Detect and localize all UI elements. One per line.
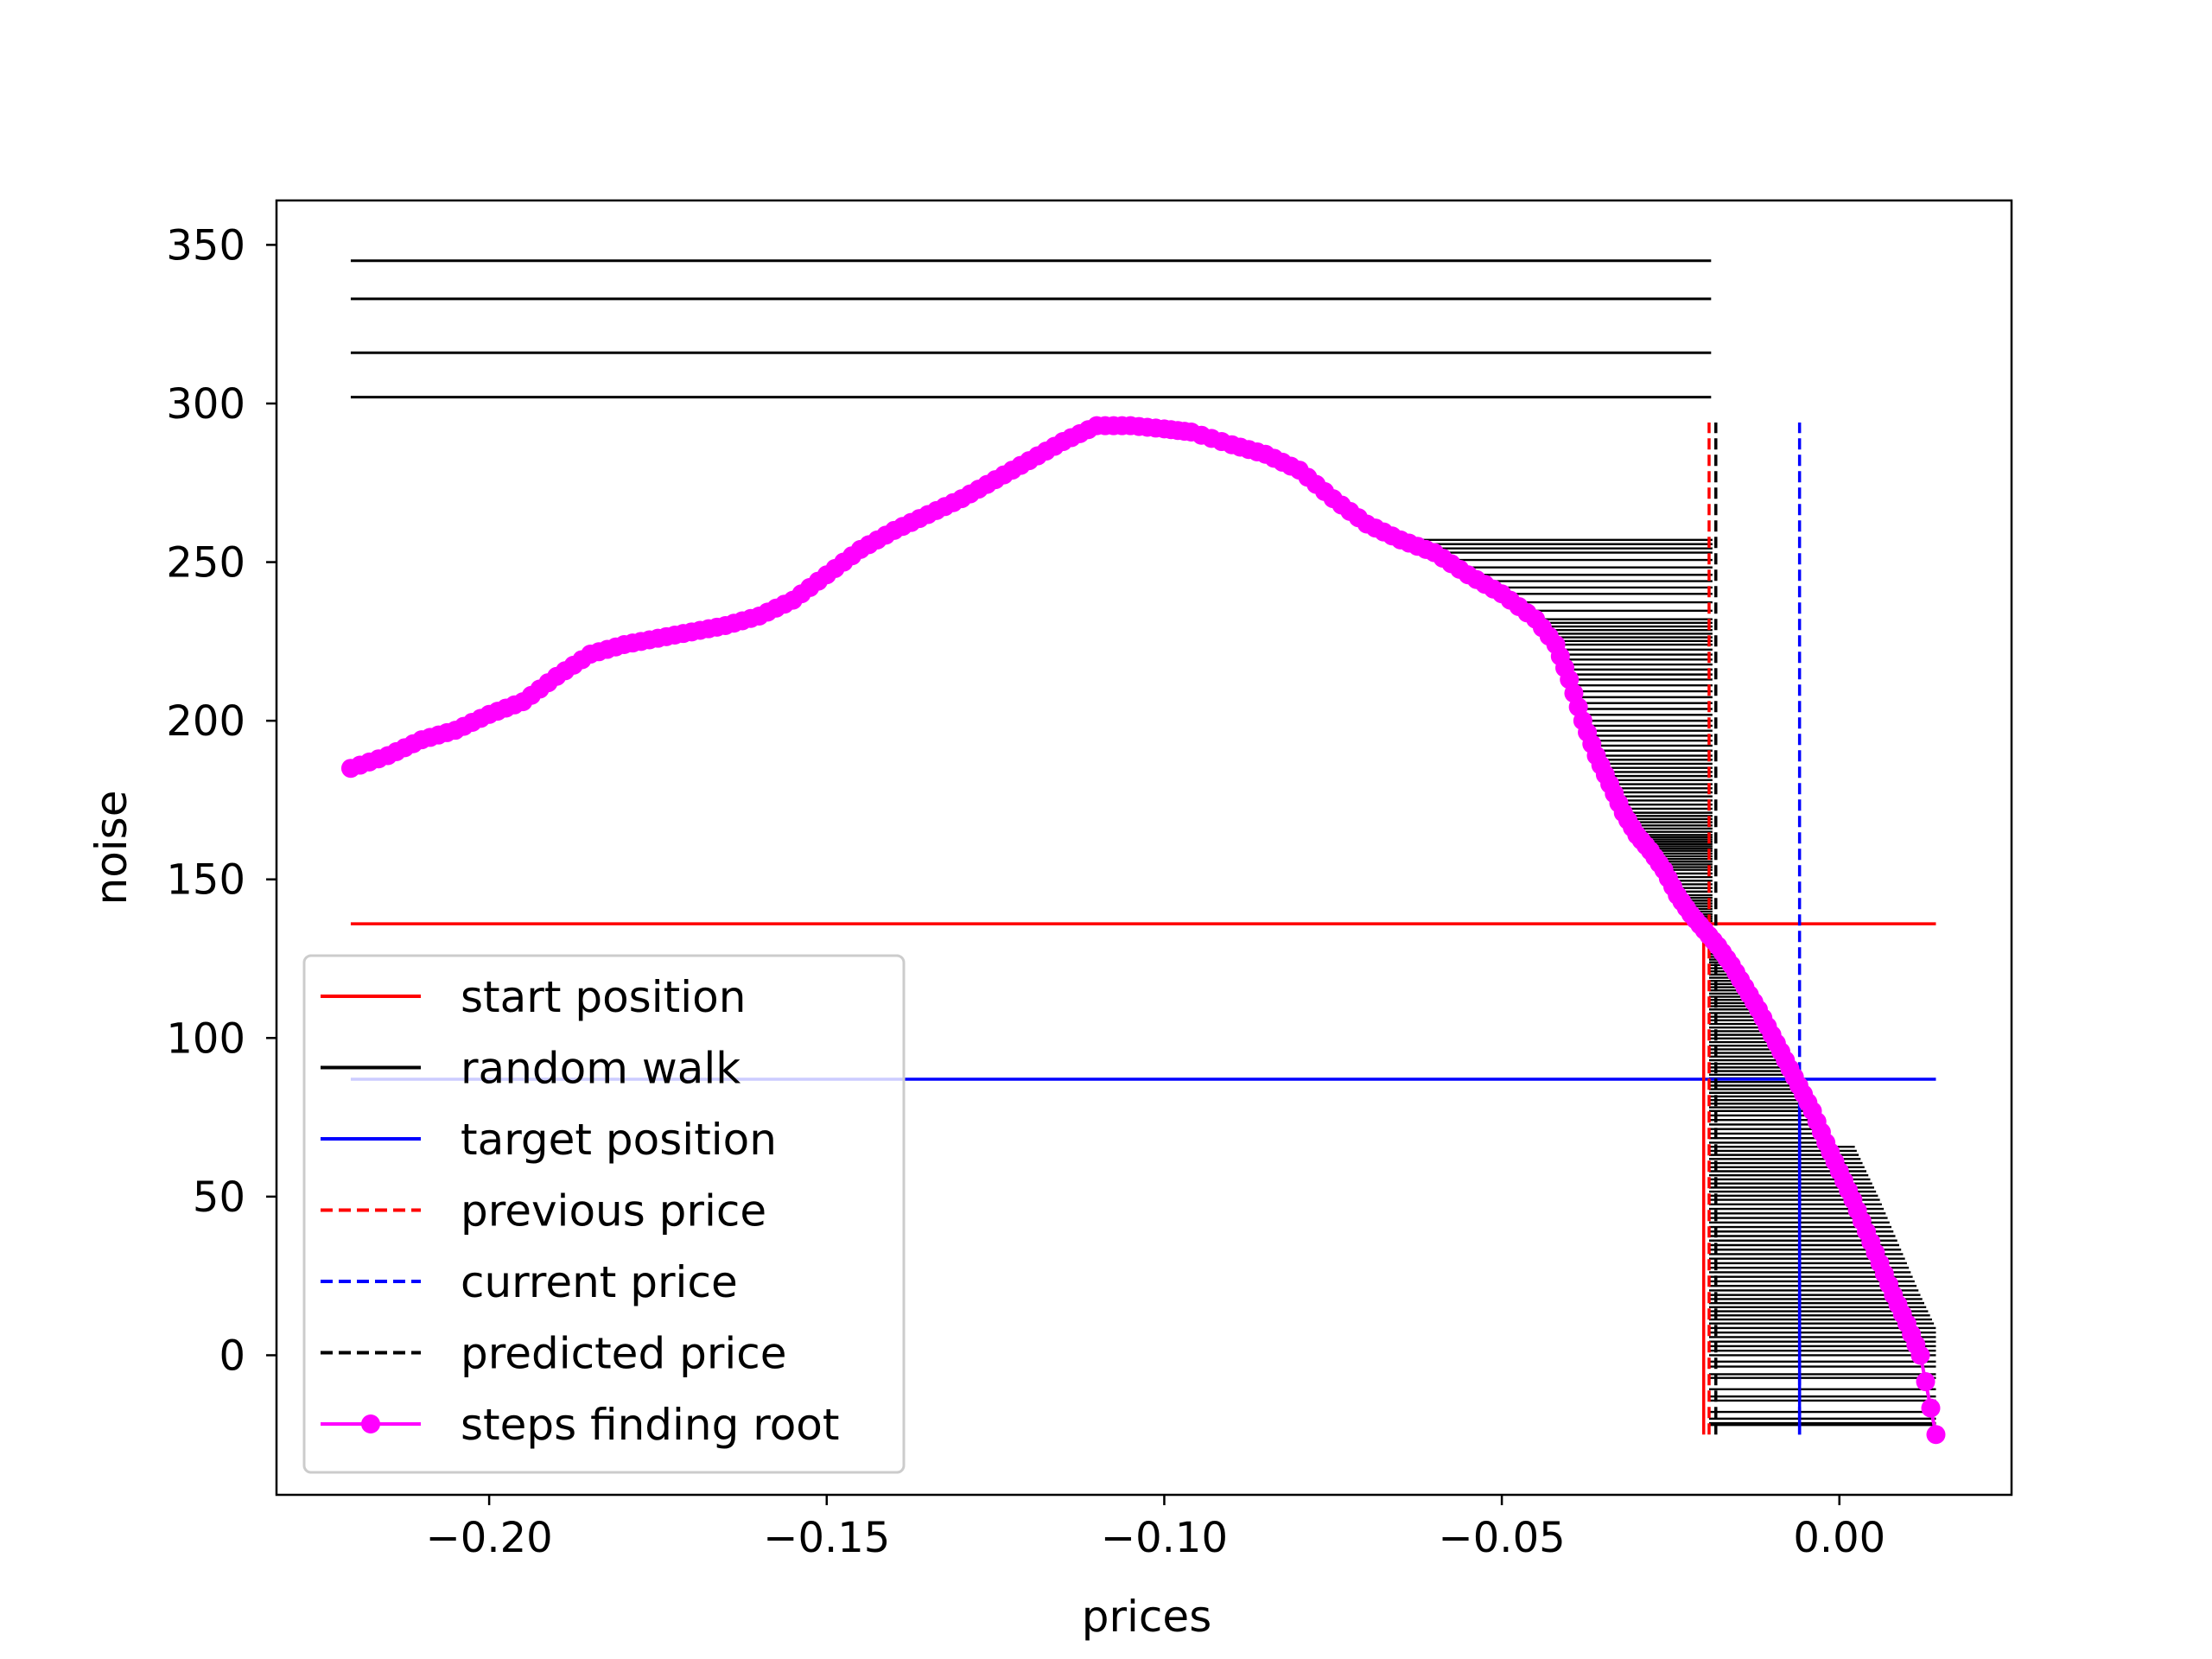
x-tick-label: −0.10: [1101, 1514, 1228, 1562]
x-axis-label: prices: [1082, 1592, 1212, 1642]
steps-marker: [1921, 1398, 1941, 1418]
legend-label: start position: [461, 972, 746, 1022]
y-tick-label: 0: [219, 1332, 245, 1380]
y-tick-label: 150: [166, 856, 245, 905]
steps-markers: [340, 416, 1946, 1445]
legend-label: previous price: [461, 1186, 766, 1236]
x-tick-label: −0.15: [763, 1514, 890, 1562]
steps-marker: [1926, 1425, 1946, 1445]
plot-frame: [275, 199, 2013, 1497]
legend-label: target position: [461, 1115, 777, 1165]
legend-label: random walk: [461, 1044, 741, 1094]
x-tick-label: −0.05: [1439, 1514, 1566, 1562]
y-tick-label: 300: [166, 380, 245, 429]
y-tick-label: 200: [166, 697, 245, 746]
x-tick-label: −0.20: [426, 1514, 553, 1562]
plot-marks: [340, 259, 1946, 1445]
x-tick-label: 0.00: [1793, 1514, 1885, 1562]
steps-marker: [1916, 1372, 1936, 1392]
legend-label: steps finding root: [461, 1400, 839, 1450]
legend-label: current price: [461, 1257, 738, 1307]
y-tick-label: 250: [166, 539, 245, 588]
y-axis-label: noise: [86, 791, 137, 906]
y-tick-label: 100: [166, 1014, 245, 1063]
steps-marker: [1910, 1345, 1930, 1365]
legend-box: [302, 954, 906, 1474]
y-tick-label: 350: [166, 221, 245, 270]
x-axis: −0.20 −0.15 −0.10 −0.05 0.00: [426, 1495, 1885, 1562]
y-tick-label: 50: [193, 1173, 245, 1222]
legend: start position random walk target position…: [302, 954, 906, 1474]
y-axis: 0 50 100 150 200 250 300 350: [166, 221, 276, 1380]
legend-swatch-marker: [361, 1414, 380, 1433]
legend-label: predicted price: [461, 1329, 787, 1379]
